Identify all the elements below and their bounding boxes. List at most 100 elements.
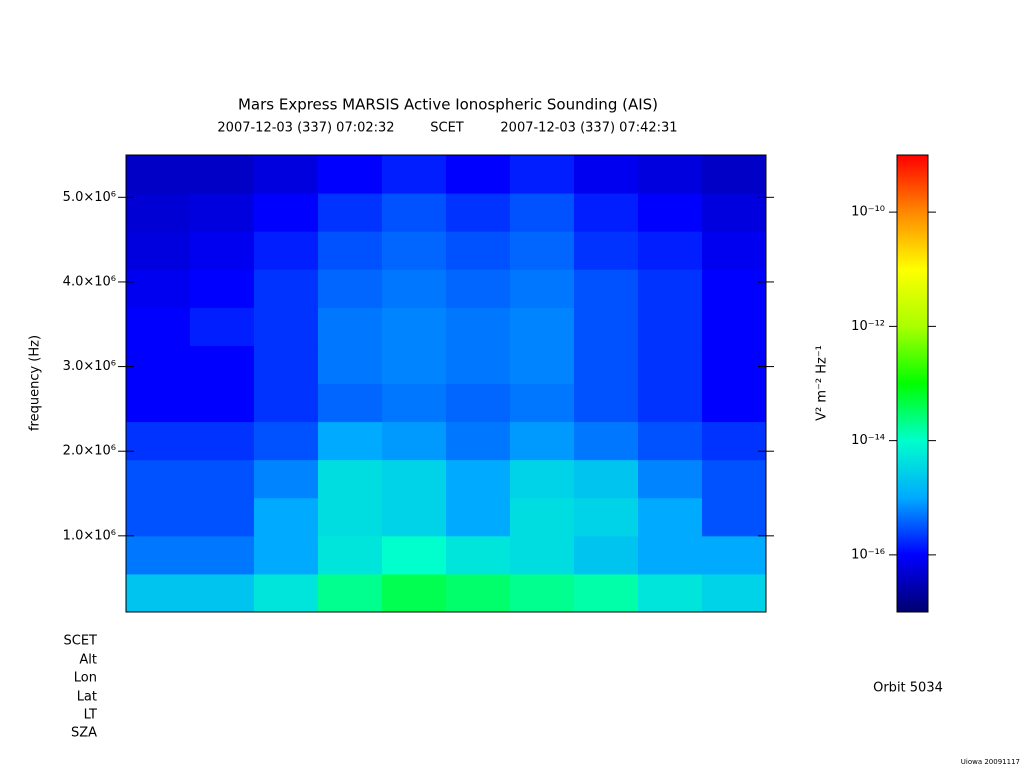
heatmap-cell [638,421,703,461]
heatmap-cell [638,155,703,194]
heatmap-cell [702,459,767,499]
heatmap-cell [126,269,191,308]
heatmap-cell [510,459,575,499]
heatmap-cell [638,269,703,308]
heatmap-cell [126,345,191,384]
heatmap-cell [510,155,575,194]
heatmap-cell [510,383,575,423]
heatmap-cell [126,497,191,537]
heatmap-cell [382,421,447,461]
colorbar-label: V² m⁻² Hz⁻¹ [815,345,830,421]
heatmap-cell [702,383,767,423]
heatmap-cell [318,307,383,346]
footer: Uiowa 20091117 [961,758,1020,766]
heatmap-cell [702,231,767,270]
heatmap-cell [254,383,319,423]
heatmap-cell [190,459,255,499]
heatmap-cell [382,345,447,384]
heatmap-cell [638,535,703,575]
heatmap-cell [190,421,255,461]
heatmap-cell [574,307,639,346]
heatmap-cell [574,269,639,308]
heatmap-cell [318,421,383,461]
heatmap-cell [318,535,383,575]
heatmap-cell [318,345,383,384]
heatmap-cell [446,345,511,384]
heatmap-cell [446,573,511,613]
heatmap-cell [638,497,703,537]
heatmap-cell [574,573,639,613]
x-axis-label: SCET [64,634,98,649]
heatmap-cell [126,231,191,270]
heatmap-cell [254,345,319,384]
heatmap-cell [510,231,575,270]
heatmap-cell [382,383,447,423]
colorbar-tick-label: 10⁻¹⁰ [851,205,885,220]
heatmap-cell [190,345,255,384]
heatmap-cell [638,231,703,270]
heatmap-cell [318,231,383,270]
heatmap-cell [510,497,575,537]
heatmap-cell [190,307,255,346]
heatmap-cell [446,193,511,232]
heatmap-cell [382,573,447,613]
colorbar-tick-label: 10⁻¹² [851,319,885,334]
heatmap-cell [318,459,383,499]
heatmap-cell [190,193,255,232]
heatmap-cell [510,307,575,346]
heatmap-cell [702,535,767,575]
heatmap-cell [510,535,575,575]
heatmap-cell [254,307,319,346]
heatmap-cell [382,459,447,499]
heatmap-cell [190,573,255,613]
ephemeris-row-label: Lat [77,690,97,705]
heatmap-cell [510,421,575,461]
heatmap-cell [446,497,511,537]
heatmap-cell [382,269,447,308]
heatmap-cell [318,155,383,194]
heatmap-cell [318,383,383,423]
heatmap-cell [382,193,447,232]
heatmap-cell [190,497,255,537]
heatmap-cell [254,193,319,232]
heatmap-cell [190,535,255,575]
ephemeris-row-label: Lon [74,671,97,686]
heatmap-cell [638,307,703,346]
plot-frame [125,154,767,613]
heatmap-cell [510,573,575,613]
chart-title: Mars Express MARSIS Active Ionospheric S… [238,96,658,114]
heatmap-cell [702,345,767,384]
heatmap-cell [126,193,191,232]
heatmap-cell [254,573,319,613]
heatmap-cell [254,421,319,461]
heatmap-cell [382,497,447,537]
y-tick-label: 3.0×10⁶ [63,359,116,374]
ephemeris-row-label: SZA [71,726,97,741]
heatmap-cell [574,231,639,270]
heatmap-cell [446,155,511,194]
heatmap-cell [382,535,447,575]
heatmap-cell [126,307,191,346]
heatmap-cell [702,307,767,346]
heatmap-cell [638,459,703,499]
heatmap-cell [254,155,319,194]
heatmap-cell [702,155,767,194]
heatmap-cell [126,573,191,613]
heatmap-cell [702,193,767,232]
heatmap-cell [126,459,191,499]
heatmap-cell [126,535,191,575]
heatmap-cell [254,231,319,270]
heatmap-cell [510,269,575,308]
y-tick-label: 1.0×10⁶ [63,528,116,543]
heatmap-cell [702,573,767,613]
heatmap-cell [446,231,511,270]
heatmap-cell [382,231,447,270]
heatmap-cell [318,573,383,613]
y-tick-label: 4.0×10⁶ [63,274,116,289]
heatmap-cell [190,231,255,270]
heatmap-cell [574,421,639,461]
heatmap-cell [446,383,511,423]
heatmap-cell [446,269,511,308]
heatmap-cell [318,497,383,537]
